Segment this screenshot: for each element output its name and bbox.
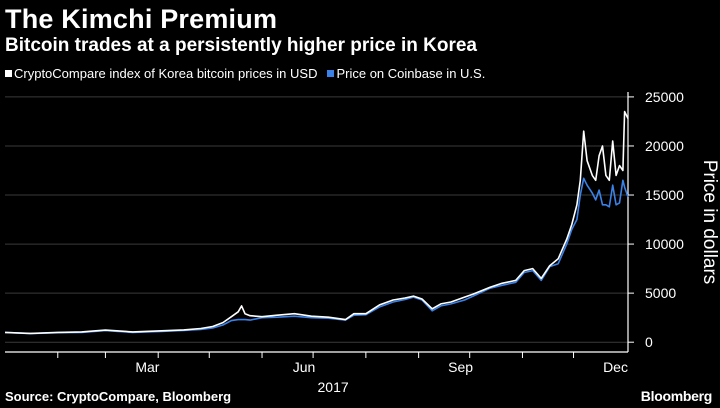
y-tick-label-0: 0: [645, 334, 653, 350]
bloomberg-logo: Bloomberg: [640, 388, 713, 404]
legend-item-korea: CryptoCompare index of Korea bitcoin pri…: [5, 66, 317, 81]
series-line-us: [4, 177, 629, 335]
legend-label-korea: CryptoCompare index of Korea bitcoin pri…: [14, 66, 318, 81]
legend-swatch-us: [327, 70, 335, 77]
x-tick-label-mar: Mar: [135, 359, 159, 375]
legend-item-us: Price on Coinbase in U.S.: [327, 66, 485, 81]
y-tick-label-5000: 5000: [645, 285, 676, 301]
y-tick-label-10000: 10000: [645, 236, 684, 252]
y-axis-title: Price in dollars: [699, 160, 720, 285]
x-tick-label-sep: Sep: [448, 359, 473, 375]
legend: CryptoCompare index of Korea bitcoin pri…: [5, 66, 495, 81]
legend-swatch-korea: [5, 70, 12, 77]
x-tick-label-jun: Jun: [293, 359, 316, 375]
series-line-korea: [4, 110, 629, 335]
y-tick-label-20000: 20000: [645, 138, 684, 154]
legend-label-us: Price on Coinbase in U.S.: [336, 66, 486, 81]
x-tick-label-dec: Dec: [603, 359, 628, 375]
y-tick-label-15000: 15000: [645, 187, 684, 203]
chart-title: The Kimchi Premium: [5, 4, 278, 34]
y-tick-label-25000: 25000: [645, 89, 684, 105]
source-note: Source: CryptoCompare, Bloomberg: [5, 389, 232, 404]
chart-subtitle: Bitcoin trades at a persistently higher …: [5, 35, 477, 56]
x-axis-year-label: 2017: [318, 379, 349, 395]
